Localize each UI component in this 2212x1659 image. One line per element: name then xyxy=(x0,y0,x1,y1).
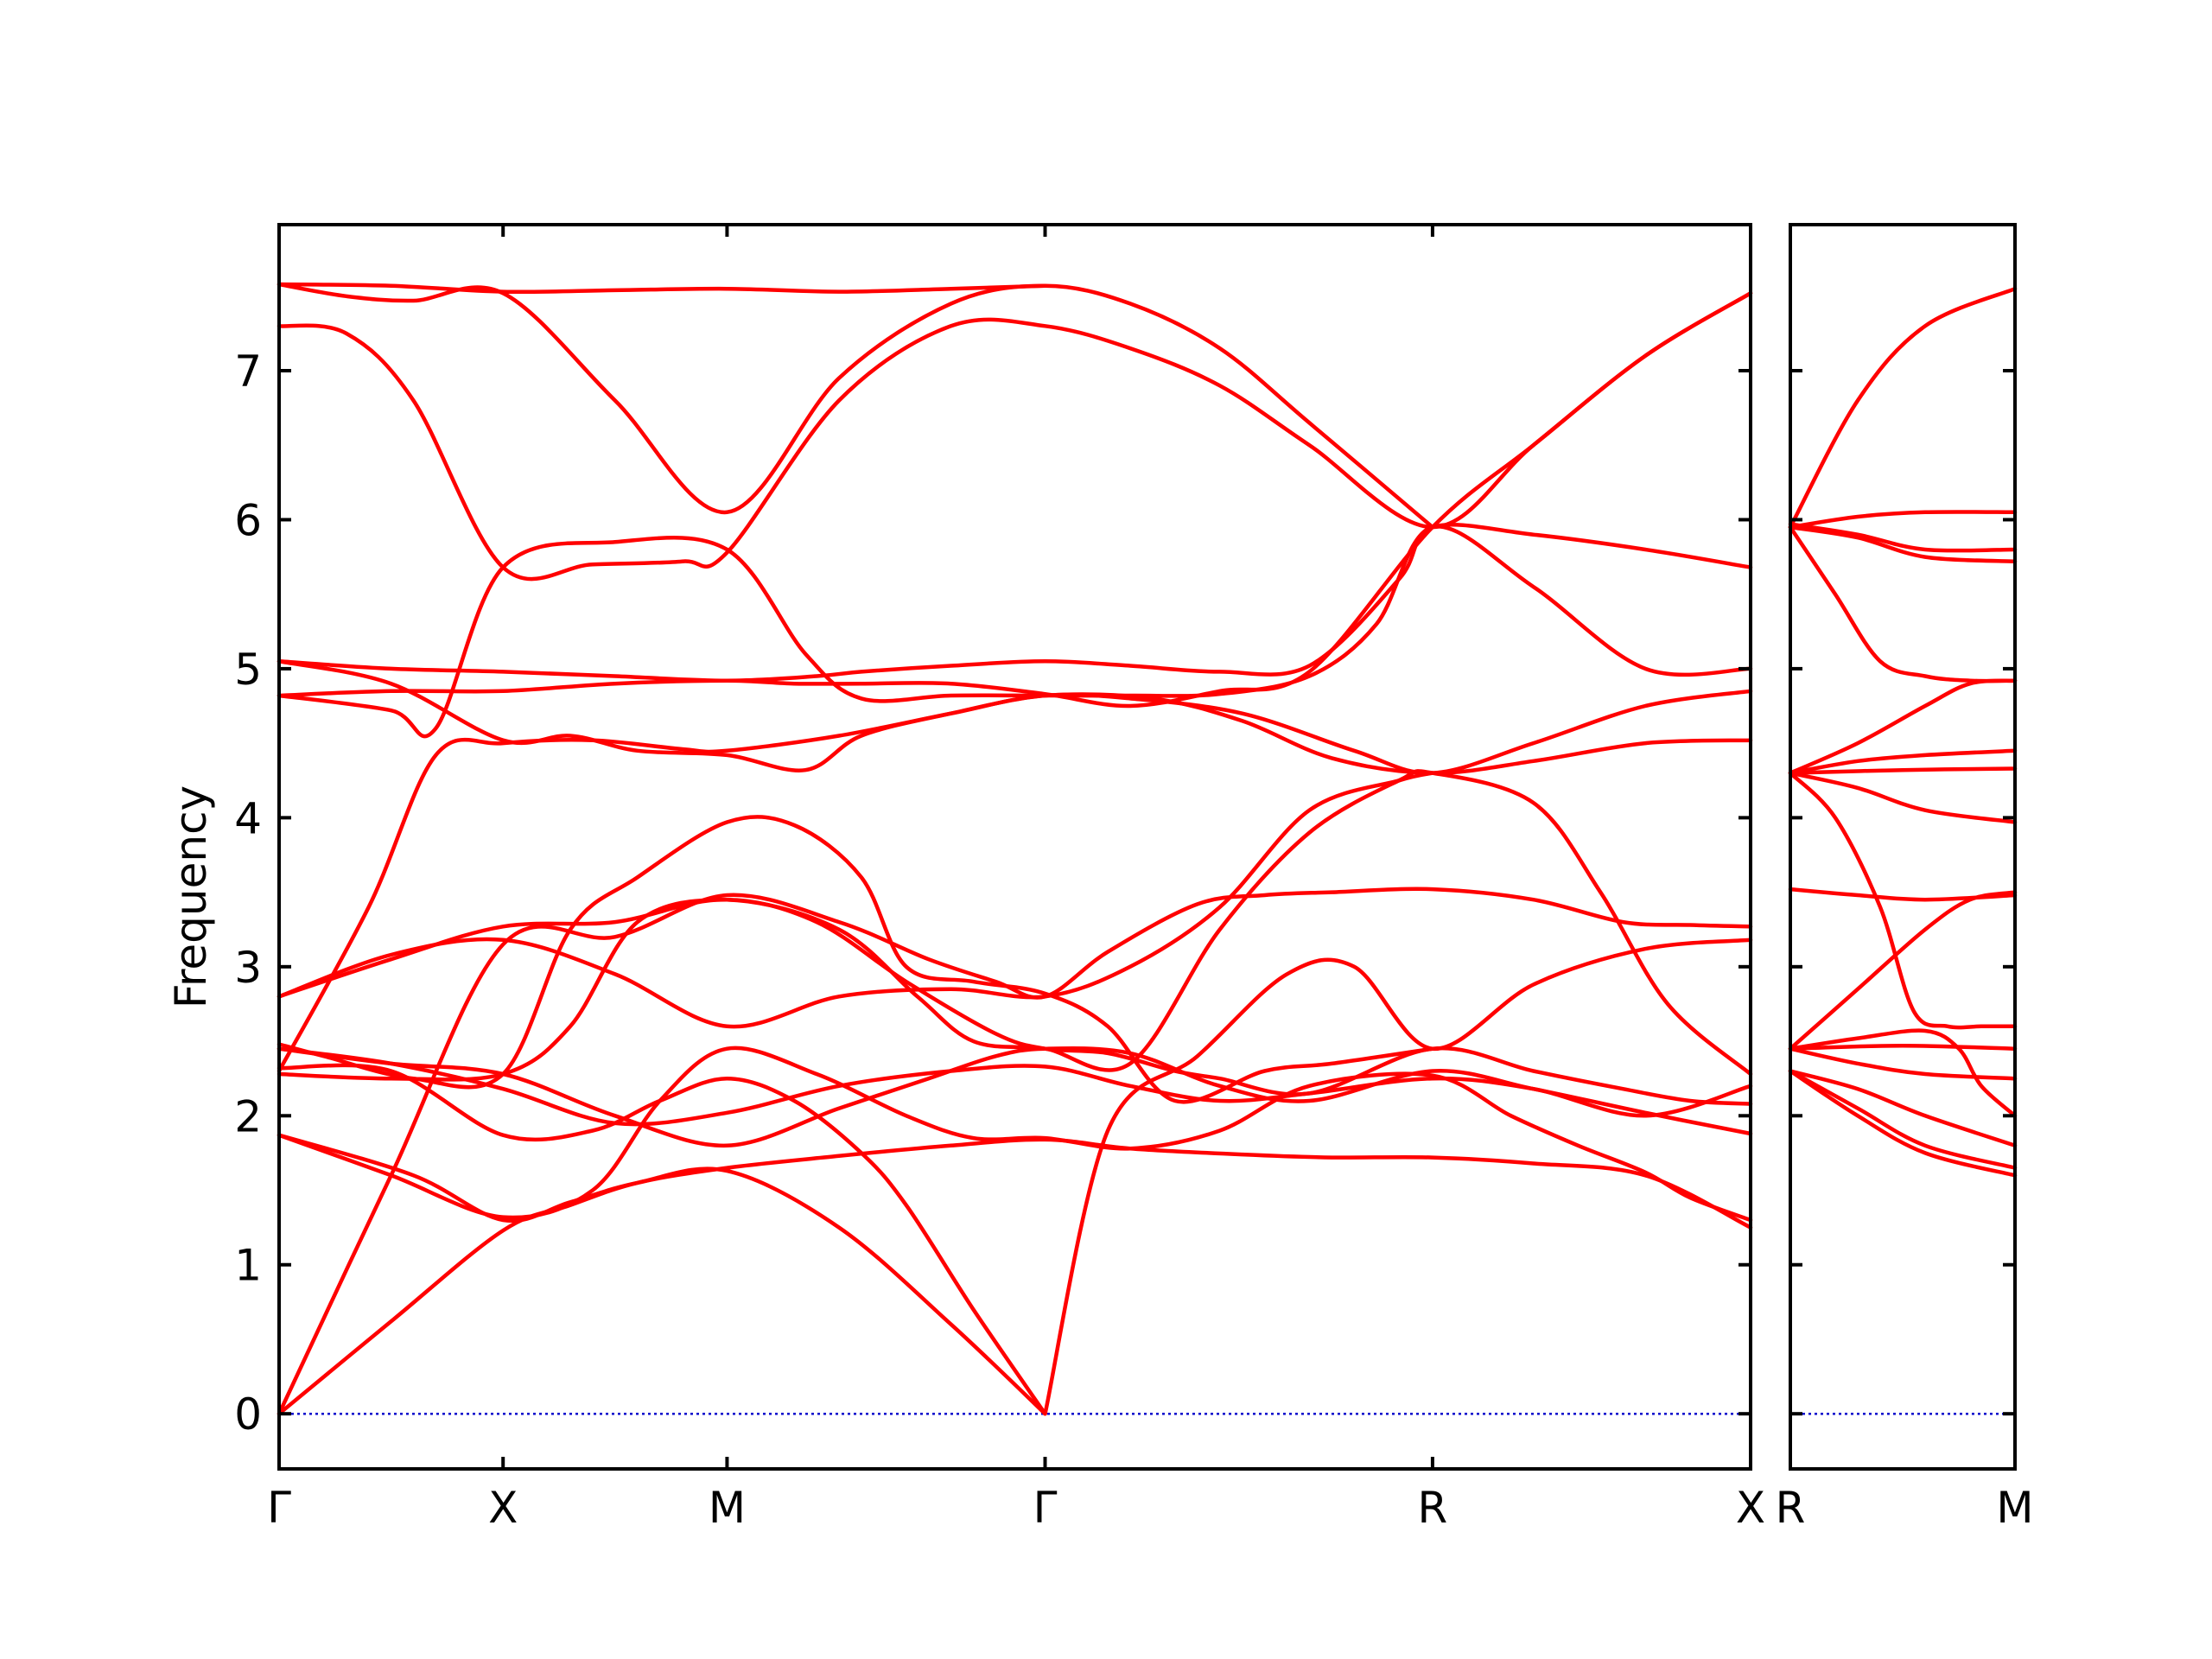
branch-band-17 xyxy=(1788,1069,2018,1170)
y-tick-label-3: 3 xyxy=(234,943,262,993)
branch-band-4 xyxy=(1788,524,2018,563)
branch-band-9 xyxy=(1788,771,2018,824)
branch-band-7 xyxy=(1788,748,2018,775)
main-x-tick-label-3: Γ xyxy=(1033,1483,1058,1533)
main-band-15 xyxy=(276,523,1753,683)
branch-x-tick-label-1: M xyxy=(1996,1483,2033,1533)
main-band-12 xyxy=(276,771,1435,1029)
y-tick-label-7: 7 xyxy=(234,346,262,397)
main-band-19 xyxy=(276,282,1435,530)
main-band-8 xyxy=(276,1063,1047,1416)
main-x-tick-label-1: X xyxy=(488,1483,518,1533)
main-band-11 xyxy=(276,769,1753,1077)
main-band-5 xyxy=(276,1046,1753,1148)
main-band-4 xyxy=(276,897,1753,1106)
branch-band-5 xyxy=(1788,524,2018,683)
branch-panel-bands xyxy=(1788,286,2018,1415)
main-band-10 xyxy=(1043,938,1753,1416)
main-band-13 xyxy=(276,815,1435,1104)
branch-band-2 xyxy=(1788,510,2018,530)
main-band-16 xyxy=(276,659,1753,775)
main-x-tick-label-5: X xyxy=(1736,1483,1765,1533)
branch-band-18 xyxy=(1788,1069,2018,1178)
branch-band-6 xyxy=(1788,678,2018,775)
y-axis-label: Frequency xyxy=(166,785,216,1008)
main-panel-bands xyxy=(276,282,1753,1416)
y-tick-label-1: 1 xyxy=(234,1241,262,1291)
main-panel-frame xyxy=(277,223,1752,1471)
y-tick-label-5: 5 xyxy=(234,645,262,695)
main-band-9 xyxy=(276,1133,1047,1416)
branch-band-3 xyxy=(1788,522,2018,553)
main-x-tick-label-4: R xyxy=(1418,1483,1448,1533)
y-tick-label-4: 4 xyxy=(234,793,262,843)
branch-band-1 xyxy=(1788,286,2018,530)
main-panel: 0 1 2 3 4 5 6 7 Γ X M Γ R X xyxy=(234,223,1765,1533)
branch-band-13 xyxy=(1788,1028,2018,1118)
main-band-14 xyxy=(276,524,1753,739)
branch-panel-frame xyxy=(1789,223,2017,1471)
branch-band-15 xyxy=(1788,1046,2018,1081)
y-tick-label-0: 0 xyxy=(234,1389,262,1440)
main-band-20 xyxy=(276,282,1047,295)
main-panel-ticks: 0 1 2 3 4 5 6 7 Γ X M Γ R X xyxy=(234,225,1765,1533)
branch-band-14 xyxy=(1788,1043,2018,1051)
branch-band-8 xyxy=(1788,766,2018,775)
main-band-18 xyxy=(276,291,1753,582)
main-band-2 xyxy=(276,887,1753,1416)
y-tick-label-6: 6 xyxy=(234,495,262,545)
branch-x-tick-label-0: R xyxy=(1776,1483,1806,1533)
y-tick-label-2: 2 xyxy=(234,1091,262,1141)
main-band-3 xyxy=(276,692,1753,1073)
main-band-17 xyxy=(276,291,1753,709)
branch-band-10 xyxy=(1788,771,2018,1030)
main-band-6 xyxy=(276,1046,1753,1127)
branch-band-12 xyxy=(1788,890,2018,1051)
main-x-tick-label-0: Γ xyxy=(267,1483,291,1533)
main-x-tick-label-2: M xyxy=(709,1483,746,1533)
branch-band-16 xyxy=(1788,1069,2018,1148)
